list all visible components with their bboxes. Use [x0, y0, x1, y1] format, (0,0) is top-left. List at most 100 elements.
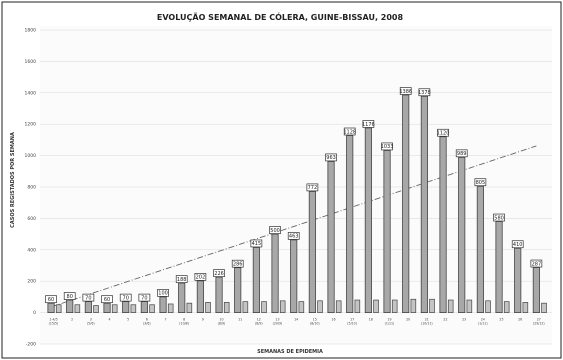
- data-label-box: [362, 120, 375, 128]
- data-label: 70: [123, 295, 129, 301]
- x-tick-label: 2: [71, 318, 73, 322]
- x-tick-label: 3 (5/6): [87, 318, 95, 326]
- x-tick-label: 8 (10/8): [179, 318, 189, 326]
- bar-cases: [140, 301, 148, 313]
- x-tick-label: 25: [499, 318, 503, 322]
- bar-cases: [327, 161, 335, 313]
- data-label: 1176: [362, 122, 375, 128]
- bar-secondary: [466, 299, 473, 313]
- y-tick-label: 1800: [25, 28, 37, 34]
- bar-cases: [271, 233, 279, 314]
- bar-cases: [458, 156, 466, 313]
- data-label-box: [399, 87, 412, 95]
- data-label-box: [157, 289, 169, 297]
- data-label: 60: [104, 297, 110, 303]
- bar-secondary: [522, 302, 529, 313]
- bar-secondary: [74, 304, 81, 313]
- bar-cases: [290, 239, 298, 313]
- x-tick-label: 5: [127, 318, 129, 322]
- y-tick-label: 600: [27, 216, 36, 222]
- y-tick-labels: -200 0 200 400 600 800 1000 1200 1400 1600 1800: [25, 28, 37, 348]
- bars: [47, 94, 547, 314]
- y-axis-label: CASOS REGISTADOS POR SEMANA: [10, 132, 16, 228]
- x-tick-label: 10 (8/9): [218, 318, 226, 326]
- bar-secondary: [410, 298, 417, 313]
- data-label: 415: [252, 241, 262, 247]
- x-tick-label: 4: [108, 318, 110, 322]
- bar-secondary: [373, 299, 379, 313]
- data-label: 70: [141, 295, 147, 301]
- data-label-box: [213, 269, 225, 277]
- data-label-box: [45, 295, 57, 304]
- data-label-box: [138, 293, 151, 302]
- x-tick-label: 13 (20/9): [273, 318, 283, 326]
- bar-secondary: [186, 302, 193, 313]
- bar-cases: [308, 190, 316, 313]
- data-labels: 60 80 70 60 70 70 100 188 202 226 286 415 500 463 772 9…: [45, 87, 543, 304]
- y-tick-label: 1000: [25, 153, 37, 159]
- x-tick-label: 26: [518, 318, 522, 322]
- bar-cases: [215, 276, 223, 314]
- data-label: 70: [85, 295, 91, 301]
- bar-cases: [47, 302, 55, 313]
- data-label: 100: [158, 291, 168, 297]
- data-label: 1120: [437, 131, 450, 137]
- data-label-box: [343, 127, 356, 136]
- bar-secondary: [223, 302, 230, 313]
- data-label: 805: [476, 180, 486, 186]
- data-label-box: [530, 259, 543, 268]
- x-tick-label: 15 (8/10): [310, 318, 320, 326]
- data-label-box: [455, 149, 468, 158]
- y-tick-label: 1200: [25, 122, 37, 128]
- x-axis-label: SEMANAS DE EPIDEMIA: [257, 349, 323, 355]
- bar-cases: [402, 94, 410, 314]
- bar-cases: [383, 150, 391, 314]
- bar-secondary: [391, 299, 398, 313]
- y-tick-label: 400: [27, 247, 36, 253]
- data-label-box: [418, 88, 431, 97]
- data-label: 80: [67, 294, 73, 300]
- bar-cases: [252, 247, 260, 314]
- x-tick-label: 12 (8/9): [255, 318, 263, 326]
- data-label-box: [287, 232, 300, 240]
- bar-cases: [66, 299, 74, 314]
- bar-cases: [84, 301, 92, 313]
- data-label-box: [231, 259, 244, 268]
- x-tick-labels: 1-4/5 (15/5) 2 3 (5/6) 4 5 6 (3/6) 7 8 (10/8) 9 10 (8/…: [49, 318, 545, 326]
- x-tick-label: 24 (1/11): [478, 318, 488, 326]
- data-label-box: [306, 183, 319, 192]
- bar-secondary: [149, 304, 155, 313]
- data-label-box: [381, 142, 393, 151]
- y-tick-label: 800: [27, 185, 36, 191]
- bar-cases: [476, 185, 484, 313]
- x-tick-label: 22: [443, 318, 447, 322]
- data-label: 226: [214, 271, 224, 277]
- bar-secondary: [261, 301, 267, 313]
- x-tick-label: 23: [462, 318, 466, 322]
- data-label: 286: [233, 261, 243, 267]
- data-label-box: [250, 239, 263, 248]
- data-label-box: [437, 128, 449, 137]
- data-label-box: [194, 273, 207, 281]
- x-tick-label: 20: [406, 318, 410, 322]
- bar-cases: [532, 267, 540, 313]
- data-label: 963: [326, 155, 336, 161]
- bar-secondary: [541, 302, 547, 313]
- data-label-box: [493, 213, 505, 222]
- chart-title: EVOLUÇÃO SEMANAL DE CÓLERA, GUINE-BISSAU…: [157, 11, 404, 22]
- bar-cases: [346, 135, 354, 313]
- bar-cases: [495, 221, 503, 313]
- bar-cases: [178, 282, 186, 314]
- bar-secondary: [167, 303, 174, 313]
- y-tick-label: 0: [33, 310, 36, 316]
- x-tick-label: 27 (29/12): [533, 318, 545, 326]
- data-label: 1033: [381, 144, 394, 150]
- bar-cases: [159, 296, 167, 313]
- bar-cases: [234, 267, 242, 313]
- x-tick-label: 19 (1/11): [385, 318, 395, 326]
- bar-cases: [122, 301, 130, 313]
- data-label: 463: [289, 234, 299, 240]
- data-label: 1128: [343, 129, 356, 135]
- data-label: 60: [48, 297, 54, 303]
